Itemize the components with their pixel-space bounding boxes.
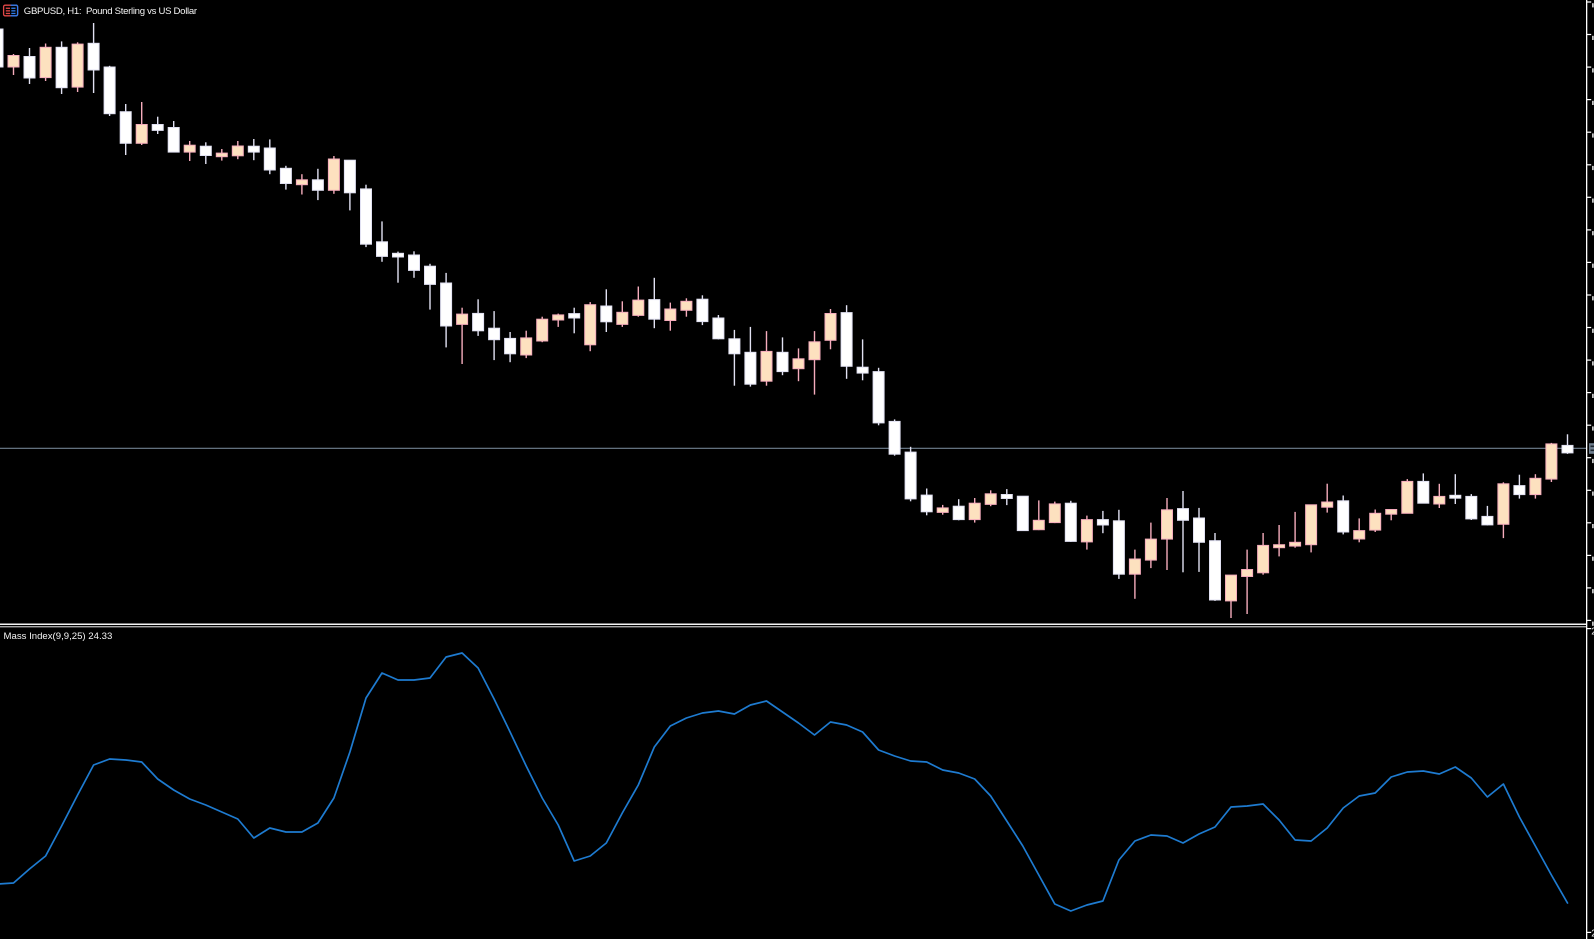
svg-text:GBPUSD, H1: Pound Sterling vs: GBPUSD, H1: Pound Sterling vs US Dollar <box>24 6 198 17</box>
svg-text:2: 2 <box>1591 627 1594 638</box>
svg-text:Mass Index(9,9,25) 24.33: Mass Index(9,9,25) 24.33 <box>4 631 113 642</box>
svg-text:2: 2 <box>1591 929 1594 939</box>
